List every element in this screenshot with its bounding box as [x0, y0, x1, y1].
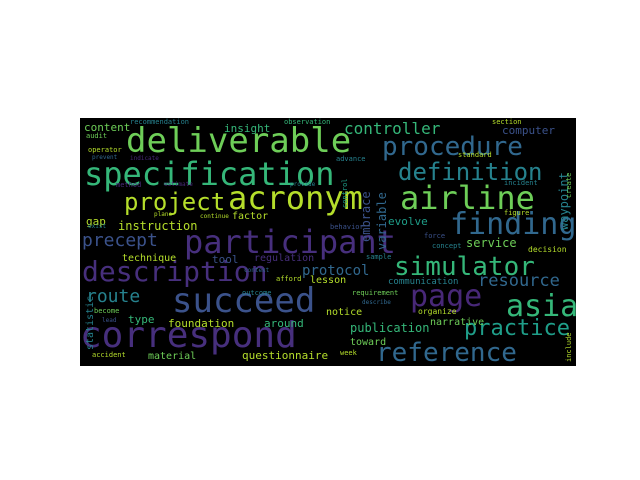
word-context: context — [244, 267, 270, 274]
word-cloud: deliverable procedure specification defi… — [80, 118, 576, 366]
word-foundation: foundation — [168, 317, 235, 330]
word-notice: notice — [326, 307, 363, 318]
word-type: type — [128, 313, 155, 326]
word-variable: variable — [375, 192, 389, 250]
word-description: description — [82, 255, 268, 288]
word-finding: finding — [450, 207, 576, 242]
word-behavior: behavior — [330, 223, 364, 231]
word-lead: lead — [102, 317, 117, 324]
word-route: route — [86, 286, 141, 307]
word-organize: organize — [418, 307, 457, 316]
word-insight: insight — [224, 122, 271, 135]
word-gap: gap — [86, 215, 106, 228]
word-procedure: procedure — [382, 132, 523, 162]
word-concept: concept — [432, 242, 462, 250]
word-toward: toward — [350, 337, 387, 348]
word-indicate: indicate — [130, 155, 159, 162]
word-figure: figure — [504, 209, 530, 217]
word-week: week — [340, 349, 357, 357]
word-advance: advance — [336, 155, 366, 163]
word-section: section — [492, 118, 522, 126]
word-participant: participant — [184, 223, 396, 261]
word-instruction: instruction — [118, 219, 198, 233]
word-sample: sample — [366, 253, 392, 261]
word-control: control — [341, 178, 349, 208]
word-protocol: protocol — [302, 263, 370, 279]
word-resource: resource — [478, 271, 560, 291]
word-continue: continue — [200, 213, 229, 220]
word-definition: definition — [398, 158, 543, 186]
word-material: material — [148, 351, 197, 362]
word-narrative: narrative — [430, 317, 485, 328]
word-observation: observation — [284, 118, 331, 126]
word-practice: practice — [464, 316, 570, 341]
word-force: force — [424, 232, 446, 240]
word-evolve: evolve — [388, 215, 428, 228]
word-asia: asia — [506, 289, 576, 324]
word-audit: audit — [86, 132, 108, 140]
word-precept: precept — [82, 230, 158, 251]
word-page: page — [410, 279, 483, 314]
word-incident: incident — [504, 179, 538, 187]
word-simulator: simulator — [394, 252, 535, 282]
word-reference: reference — [376, 338, 517, 366]
word-plane: plane — [154, 211, 173, 218]
word-requirement: requirement — [352, 289, 399, 297]
word-prevent: prevent — [92, 154, 118, 161]
word-tool: tool — [212, 253, 239, 266]
word-acronym: acronym — [228, 179, 363, 217]
word-correspond: correspond — [80, 315, 297, 356]
word-embrace: embrace — [359, 191, 373, 242]
word-service: service — [466, 236, 517, 250]
word-communication: communication — [388, 277, 459, 287]
word-controller: controller — [344, 119, 441, 138]
word-airline: airline — [400, 179, 535, 217]
word-become: become — [94, 307, 120, 315]
word-lesson: lesson — [310, 275, 347, 286]
word-statistic: statistic — [85, 295, 96, 350]
word-computer: computer — [502, 124, 555, 137]
word-estimate: estimate — [164, 181, 193, 188]
word-decision: decision — [528, 245, 567, 254]
word-deliverable: deliverable — [126, 121, 352, 161]
word-succeed: succeed — [172, 281, 316, 321]
word-around: around — [264, 317, 304, 330]
word-provide: provide — [290, 181, 316, 188]
word-exist: exist — [88, 223, 107, 230]
word-outcome: outcome — [242, 289, 272, 297]
word-factor: factor — [232, 211, 269, 222]
word-create: create — [565, 172, 573, 198]
word-operator: operator — [88, 146, 122, 154]
word-project: project — [124, 188, 226, 216]
word-accident: accident — [92, 351, 126, 359]
word-standard: standard — [458, 151, 492, 159]
word-include: include — [565, 332, 573, 362]
word-specification: specification — [84, 155, 335, 193]
word-afford: afford — [276, 275, 302, 283]
word-recommendation: recommendation — [130, 118, 190, 126]
word-method: method — [116, 181, 142, 189]
word-regulation: regulation — [254, 253, 315, 264]
word-publication: publication — [350, 321, 430, 335]
word-describe: describe — [362, 299, 391, 306]
word-content: content — [84, 121, 131, 134]
word-questionnaire: questionnaire — [242, 349, 329, 362]
word-technique: technique — [122, 253, 177, 264]
